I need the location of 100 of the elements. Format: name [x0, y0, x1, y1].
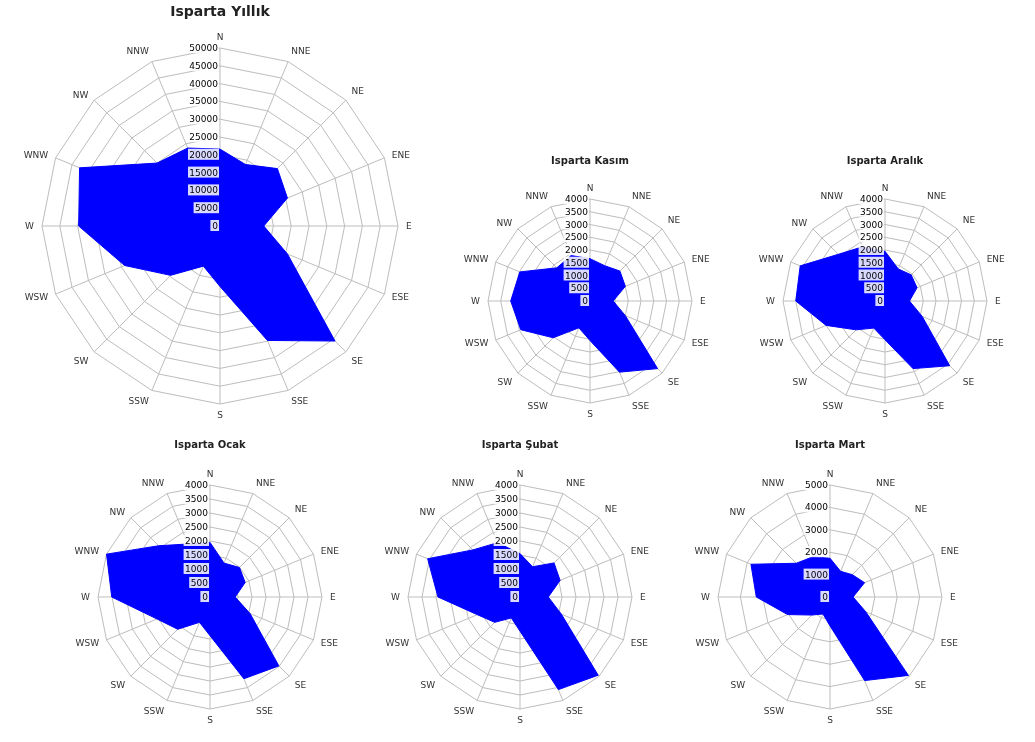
spoke-label: NNW — [141, 478, 165, 489]
y-tick-label: 1500 — [185, 550, 209, 560]
spoke-label: E — [640, 592, 646, 603]
y-tick-label: 1000 — [495, 564, 519, 574]
spoke-label: SSE — [565, 706, 584, 717]
spoke-label: SSE — [291, 396, 309, 407]
y-tick-label: 1500 — [860, 257, 884, 268]
spoke-label: NE — [914, 504, 928, 515]
y-tick-label: 3000 — [805, 524, 829, 535]
y-tick-label: 1000 — [805, 569, 829, 580]
y-tick-label: 40000 — [189, 78, 219, 89]
chart-title: Isparta Yıllık — [169, 2, 271, 21]
spoke-label: SSE — [255, 706, 274, 717]
y-tick-label: 2000 — [185, 536, 209, 546]
spoke-label: NE — [604, 504, 618, 515]
spoke-label: W — [81, 592, 91, 603]
y-tick-label: 2500 — [185, 522, 209, 532]
spoke-label: NW — [72, 89, 89, 100]
spoke-label: NNE — [565, 478, 586, 489]
y-tick-label: 30000 — [189, 114, 219, 125]
y-tick-label: 3500 — [860, 206, 884, 217]
spoke-label: N — [206, 469, 214, 479]
chart-title: Isparta Aralık — [845, 154, 925, 168]
spoke-label: ESE — [320, 638, 339, 649]
spoke-label: S — [217, 410, 224, 421]
y-tick-label: 3000 — [495, 508, 519, 518]
spoke-label: N — [826, 469, 834, 479]
spoke-label: SW — [110, 680, 126, 691]
spoke-label: WSW — [695, 638, 720, 649]
y-tick-label: 0 — [822, 592, 829, 602]
spoke-label: ENE — [320, 546, 340, 557]
spoke-label: NNW — [525, 191, 548, 202]
spoke-label: NW — [729, 507, 746, 518]
spoke-label: NE — [962, 215, 976, 226]
spoke-label: NNW — [451, 478, 475, 489]
spoke-label: E — [700, 296, 706, 307]
spoke-label: W — [766, 296, 776, 307]
y-tick-label: 5000 — [195, 203, 219, 214]
spoke-label: WSW — [464, 338, 489, 349]
y-tick-label: 10000 — [189, 185, 219, 196]
y-tick-label: 50000 — [189, 43, 219, 53]
spoke-label: ESE — [986, 338, 1005, 349]
chart-title: Isparta Ocak — [173, 438, 247, 452]
spoke-label: N — [881, 183, 889, 193]
spoke-label: SW — [792, 377, 808, 388]
y-tick-label: 4000 — [185, 480, 209, 490]
y-tick-label: 1000 — [185, 564, 209, 574]
chart-title: Isparta Kasım — [550, 154, 630, 168]
y-tick-label: 4000 — [565, 194, 589, 204]
spoke-label: SE — [667, 377, 680, 388]
y-tick-label: 2000 — [860, 245, 884, 255]
spoke-label: S — [207, 715, 214, 726]
y-tick-label: 1500 — [495, 550, 519, 560]
spoke-label: W — [25, 221, 35, 232]
y-tick-label: 0 — [202, 592, 209, 602]
spoke-label: NE — [351, 86, 365, 97]
spoke-label: WSW — [75, 638, 100, 649]
y-tick-label: 500 — [570, 283, 589, 294]
spoke-label: N — [216, 32, 224, 42]
spoke-label: ENE — [691, 254, 711, 265]
spoke-label: SSW — [527, 401, 548, 412]
spoke-label: S — [882, 409, 889, 420]
spoke-label: S — [827, 715, 834, 726]
spoke-label: W — [471, 296, 481, 307]
y-tick-label: 20000 — [189, 149, 219, 160]
spoke-label: SE — [604, 680, 617, 691]
y-tick-label: 3000 — [860, 219, 884, 230]
y-tick-label: 3500 — [565, 206, 589, 217]
y-tick-label: 3500 — [495, 494, 519, 504]
spoke-label: NNW — [761, 478, 785, 489]
y-tick-label: 1500 — [565, 257, 589, 268]
y-tick-label: 0 — [212, 221, 219, 231]
spoke-label: NNW — [126, 46, 149, 57]
spoke-label: N — [516, 469, 524, 479]
y-tick-label: 500 — [865, 283, 884, 294]
y-tick-label: 0 — [582, 296, 589, 306]
spoke-label: SSE — [632, 401, 650, 412]
y-tick-label: 4000 — [805, 502, 829, 513]
y-tick-label: 1000 — [860, 270, 884, 281]
spoke-label: SW — [497, 377, 513, 388]
y-tick-label: 4000 — [860, 194, 884, 204]
spoke-label: NNE — [632, 191, 652, 202]
spoke-label: NNE — [875, 478, 896, 489]
y-tick-label: 2500 — [495, 522, 519, 532]
spoke-label: SSW — [128, 396, 149, 407]
spoke-label: SE — [914, 680, 927, 691]
spoke-label: SSE — [875, 706, 894, 717]
y-tick-label: 25000 — [189, 132, 219, 142]
spoke-label: NNE — [291, 46, 311, 57]
spoke-label: WNW — [694, 546, 720, 557]
spoke-label: ENE — [986, 254, 1006, 265]
spoke-label: ESE — [940, 638, 959, 649]
spoke-label: WNW — [758, 254, 784, 265]
spoke-label: W — [701, 592, 711, 603]
spoke-label: SW — [730, 680, 746, 691]
spoke-label: ESE — [630, 638, 649, 649]
y-tick-label: 15000 — [189, 167, 219, 178]
spoke-label: SE — [294, 680, 307, 691]
y-tick-label: 0 — [512, 592, 519, 602]
y-tick-label: 2000 — [495, 536, 519, 546]
